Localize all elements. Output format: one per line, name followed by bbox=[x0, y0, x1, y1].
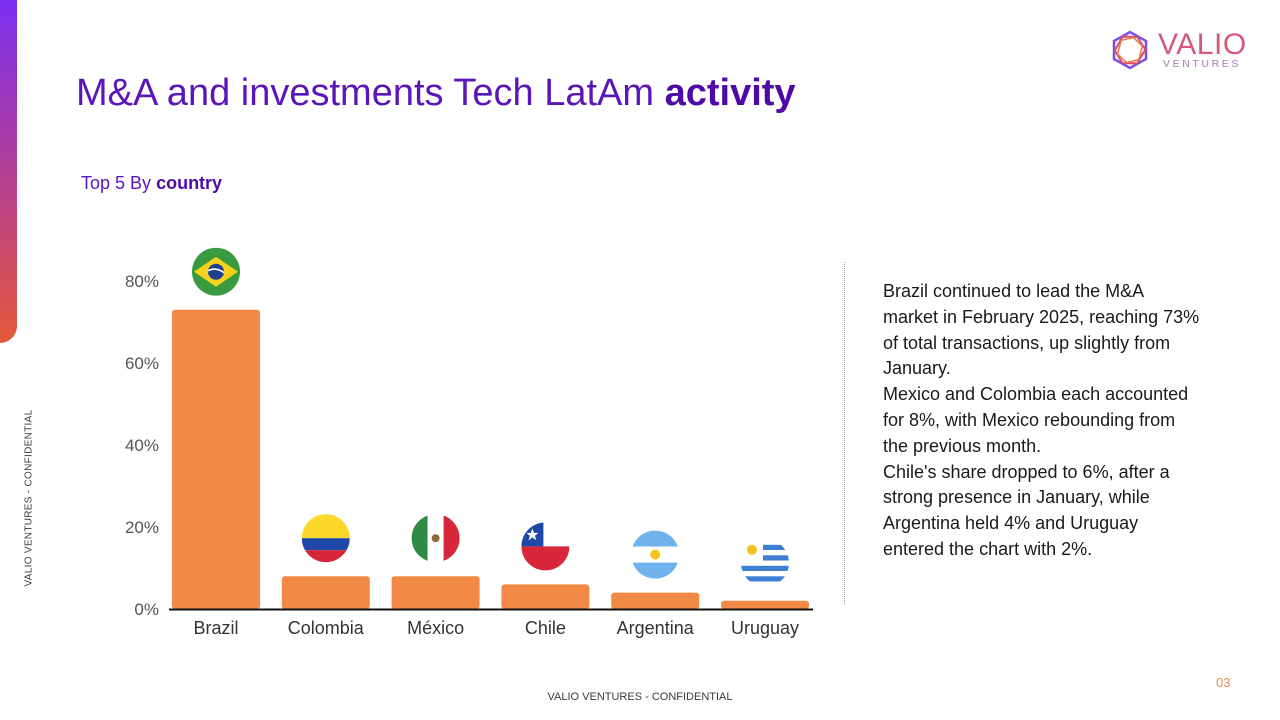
logo-tagline: VENTURES bbox=[1163, 58, 1241, 70]
side-confidential-label: VALIO VENTURES - CONFIDENTIAL bbox=[23, 409, 35, 587]
bar-méxico bbox=[391, 576, 480, 609]
accent-bar bbox=[0, 0, 17, 343]
x-tick-label: México bbox=[407, 618, 464, 638]
commentary-paragraph: Chile's share dropped to 6%, after a str… bbox=[883, 461, 1170, 559]
commentary-text: Brazil continued to lead the M&A market … bbox=[883, 279, 1203, 563]
subtitle-bold: country bbox=[156, 173, 223, 193]
page-title: M&A and investments Tech LatAm activity bbox=[76, 70, 796, 116]
y-tick-label: 20% bbox=[125, 518, 159, 537]
x-tick-label: Chile bbox=[525, 618, 566, 638]
hexagon-logo-icon bbox=[1112, 30, 1148, 70]
page-number: 03 bbox=[1216, 675, 1231, 690]
valio-logo: VALIO VENTURES bbox=[1106, 28, 1251, 76]
x-tick-label: Brazil bbox=[193, 618, 238, 638]
chart-subtitle: Top 5 By country bbox=[81, 172, 222, 194]
logo-wordmark: VALIO bbox=[1158, 28, 1247, 61]
brazil-flag-icon bbox=[192, 247, 240, 296]
x-tick-label: Argentina bbox=[617, 618, 695, 638]
bar-colombia bbox=[281, 576, 370, 609]
colombia-flag-icon bbox=[301, 514, 350, 563]
y-tick-label: 0% bbox=[134, 600, 159, 619]
x-tick-label: Colombia bbox=[288, 618, 365, 638]
bar-argentina bbox=[611, 592, 700, 609]
subtitle-regular: Top 5 By bbox=[81, 173, 152, 193]
uruguay-flag-icon bbox=[741, 538, 789, 587]
chile-flag-icon bbox=[521, 522, 570, 571]
y-tick-label: 80% bbox=[125, 272, 159, 291]
mexico-flag-icon bbox=[411, 514, 460, 563]
bar-brazil bbox=[172, 309, 260, 609]
commentary-paragraph: Brazil continued to lead the M&A market … bbox=[883, 281, 1200, 379]
page-title-regular: M&A and investments Tech LatAm bbox=[76, 72, 655, 114]
x-tick-label: Uruguay bbox=[731, 618, 799, 638]
commentary-paragraph: Mexico and Colombia each accounted for 8… bbox=[883, 384, 1189, 456]
bar-uruguay bbox=[721, 600, 809, 609]
footer-confidential: VALIO VENTURES - CONFIDENTIAL bbox=[547, 691, 733, 703]
bar-chile bbox=[501, 584, 590, 609]
y-tick-label: 40% bbox=[125, 436, 159, 455]
divider-line bbox=[844, 262, 845, 605]
argentina-flag-icon bbox=[631, 530, 680, 579]
page-title-bold: activity bbox=[664, 72, 796, 114]
country-bar-chart: 0% 20% 40% 60% 80% Brazil Colombia México Chile A… bbox=[125, 247, 813, 638]
y-tick-label: 60% bbox=[125, 354, 159, 373]
